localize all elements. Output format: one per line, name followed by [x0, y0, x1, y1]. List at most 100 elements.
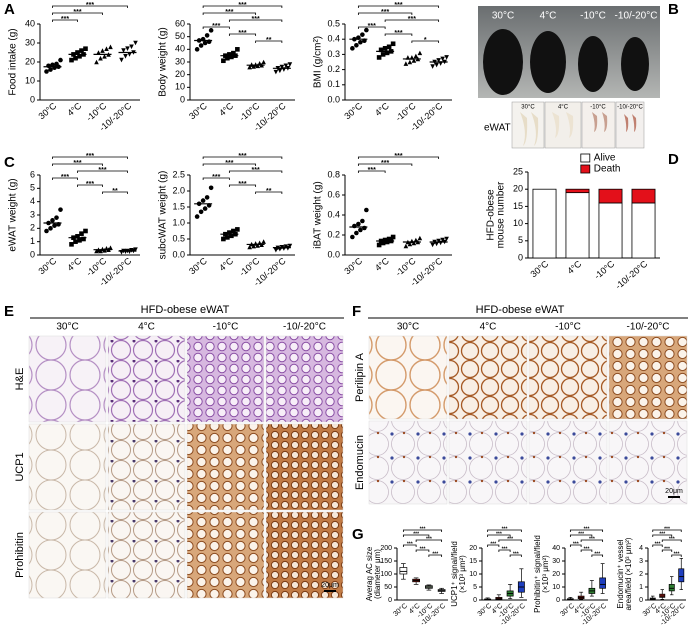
y-tick-label: 2 [30, 223, 35, 233]
panel-label: G [352, 526, 364, 543]
significance-bracket [357, 163, 413, 166]
x-tick-label: -10°C [592, 258, 617, 281]
significance-bracket [52, 19, 78, 22]
micrograph [448, 420, 528, 505]
data-point [283, 244, 289, 249]
y-tick-label: 10 [552, 584, 560, 591]
x-tick-label: 30°C [36, 100, 58, 121]
y-tick-label: 0.3 [327, 49, 340, 59]
significance-bracket [357, 156, 440, 159]
y-tick-label: 40 [25, 18, 35, 28]
significance-label: *** [578, 531, 584, 537]
significance-bracket [52, 156, 128, 159]
data-point [204, 195, 210, 200]
data-point [376, 242, 382, 248]
column-label: -10/-20°C [627, 322, 670, 333]
x-tick-label: 30°C [342, 100, 364, 121]
x-tick-label: 30°C [528, 258, 550, 279]
data-point [52, 223, 57, 228]
significance-label: *** [674, 551, 680, 557]
box [678, 568, 685, 583]
data-point [102, 54, 107, 59]
x-tick-label: 30°C [36, 255, 58, 276]
significance-label: *** [669, 536, 675, 542]
x-tick-label: 4°C [217, 255, 235, 273]
y-tick-label: 0.5 [172, 233, 185, 243]
significance-bracket [384, 19, 440, 22]
y-tick-label: 10 [513, 218, 523, 228]
data-point [360, 218, 365, 224]
micrograph [186, 335, 265, 423]
data-point [287, 62, 293, 67]
data-point [229, 233, 234, 239]
significance-bracket [569, 534, 593, 537]
data-point [436, 238, 441, 244]
y-tick-label: 0.6 [327, 189, 340, 199]
data-point [247, 244, 252, 250]
data-point [194, 47, 200, 52]
micrograph [186, 423, 265, 511]
data-point [75, 50, 80, 55]
row-label: Endomucin [354, 435, 366, 490]
micrograph [608, 420, 688, 505]
y-axis-label: (diameter μm) [373, 549, 382, 599]
data-point [384, 50, 390, 56]
data-point [386, 44, 392, 50]
bar-segment [598, 188, 623, 204]
y-axis-label: iBAT weight (g) [313, 181, 324, 248]
data-point [350, 46, 355, 51]
significance-bracket [580, 549, 593, 552]
data-point [360, 32, 365, 37]
data-point [231, 228, 236, 234]
significance-label: *** [368, 23, 376, 30]
data-point [249, 62, 254, 67]
data-point [407, 59, 413, 65]
data-point [257, 60, 262, 66]
significance-bracket [402, 534, 430, 537]
data-point [77, 238, 82, 243]
data-point [46, 63, 51, 69]
data-point [108, 44, 113, 50]
y-tick-label: 3 [639, 558, 643, 565]
y-tick-label: 0.0 [172, 249, 185, 259]
data-point [279, 64, 285, 70]
y-tick-label: 0 [30, 94, 35, 104]
data-point [444, 236, 449, 242]
data-point [350, 234, 355, 240]
box [399, 567, 408, 575]
y-axis-label: BMI (g/cm²) [313, 36, 324, 88]
data-point [247, 64, 252, 70]
significance-bracket [661, 539, 682, 542]
column-label: 30°C [521, 105, 535, 111]
significance-bracket [202, 156, 283, 159]
y-tick-label: 20 [175, 69, 185, 79]
significance-label: *** [664, 526, 670, 532]
data-point [54, 215, 59, 220]
significance-bracket [498, 539, 522, 542]
bar-segment [631, 188, 656, 204]
micrograph [265, 335, 344, 423]
significance-bracket [52, 12, 103, 15]
y-tick-label: 0 [639, 597, 643, 604]
data-point [44, 69, 49, 74]
micrograph [528, 335, 608, 420]
data-point [73, 55, 78, 61]
y-tick-label: 0 [556, 597, 560, 604]
data-point [390, 41, 396, 47]
significance-label: *** [664, 546, 670, 552]
bar-segment [565, 188, 590, 194]
y-tick-label: 3 [30, 209, 35, 219]
data-point [273, 247, 279, 253]
data-point [204, 33, 210, 38]
significance-bracket [202, 26, 230, 29]
y-axis-label: Food intake (g) [8, 28, 19, 95]
significance-label: *** [394, 30, 402, 37]
x-tick-label: 4°C [65, 100, 83, 118]
data-point [50, 62, 55, 68]
data-point [430, 242, 435, 248]
data-point [129, 248, 134, 253]
significance-bracket [202, 163, 257, 166]
column-label: 4°C [480, 322, 497, 333]
significance-label: *** [225, 160, 233, 167]
